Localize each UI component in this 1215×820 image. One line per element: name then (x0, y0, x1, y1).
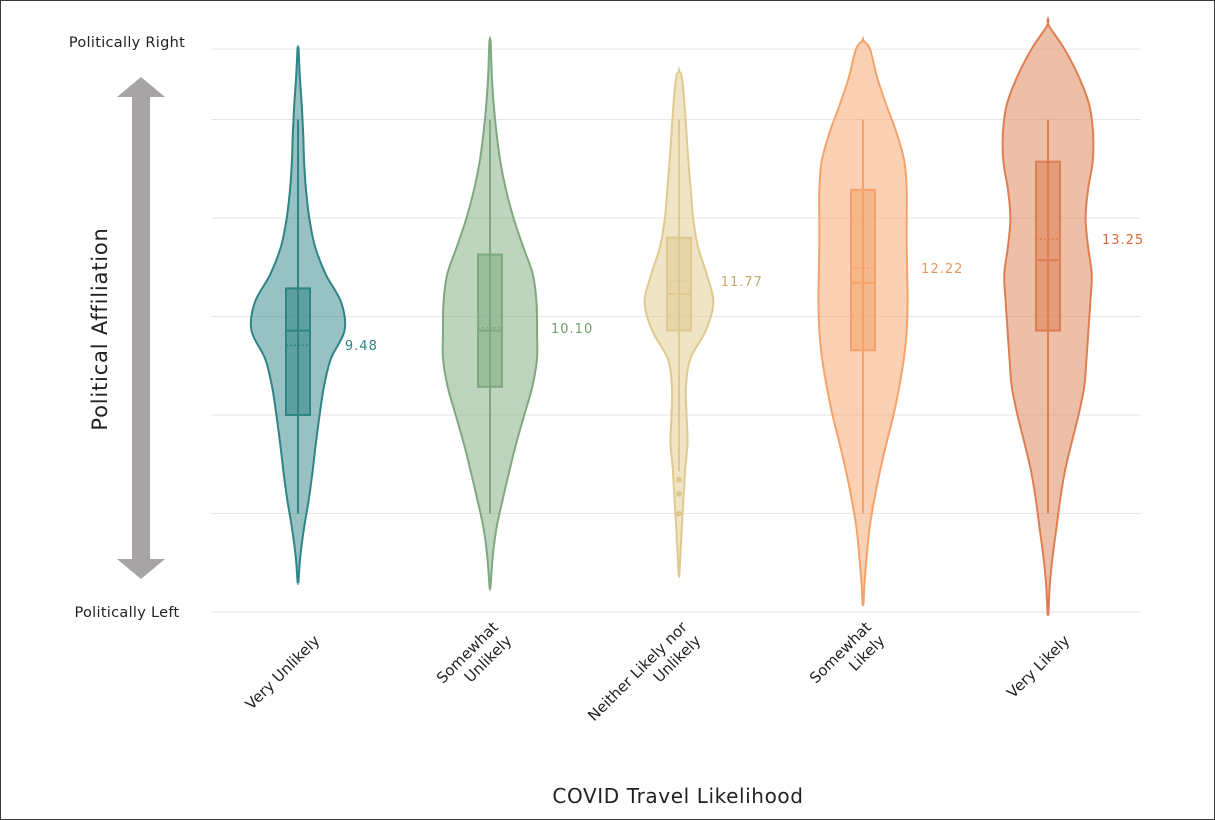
x-tick-label: SomewhatUnlikely (433, 618, 515, 700)
x-tick-label: SomewhatLikely (806, 618, 888, 700)
mean-value-label: 9.48 (345, 339, 378, 354)
x-tick-labels: Very Unlikely SomewhatUnlikely Neither Lik… (242, 618, 1074, 739)
x-tick-label: Very Likely (1003, 632, 1073, 702)
outlier-point (676, 510, 682, 517)
mean-value-label: 12.22 (921, 262, 963, 277)
violin-group: 9.48 (249, 45, 378, 585)
y-axis-title: Political Affiliation (88, 227, 112, 430)
mean-value-label: 13.25 (1102, 233, 1144, 248)
outlier-point (676, 490, 682, 497)
double-arrow-icon (117, 77, 165, 579)
violin-group: 13.25 (1001, 15, 1144, 618)
iqr-box (666, 236, 692, 332)
iqr-box (850, 188, 876, 352)
y-top-label: Politically Right (69, 35, 185, 51)
violins: 9.48 10.10 11.77 12.22 13.25 (249, 15, 1144, 618)
violin-group: 12.22 (817, 35, 963, 607)
mean-value-label: 10.10 (551, 322, 593, 337)
iqr-box (1035, 160, 1061, 332)
mean-value-label: 11.77 (721, 275, 763, 290)
x-tick-label: Very Unlikely (242, 632, 324, 714)
violin-group: 10.10 (441, 35, 593, 591)
x-axis-title: COVID Travel Likelihood (552, 784, 803, 808)
violin-group: 11.77 (643, 66, 763, 578)
y-bottom-label: Politically Left (74, 605, 179, 621)
x-tick-label: Neither Likely norUnlikely (584, 618, 705, 739)
iqr-box (285, 287, 311, 417)
iqr-box (477, 253, 503, 388)
outlier-point (676, 476, 682, 483)
